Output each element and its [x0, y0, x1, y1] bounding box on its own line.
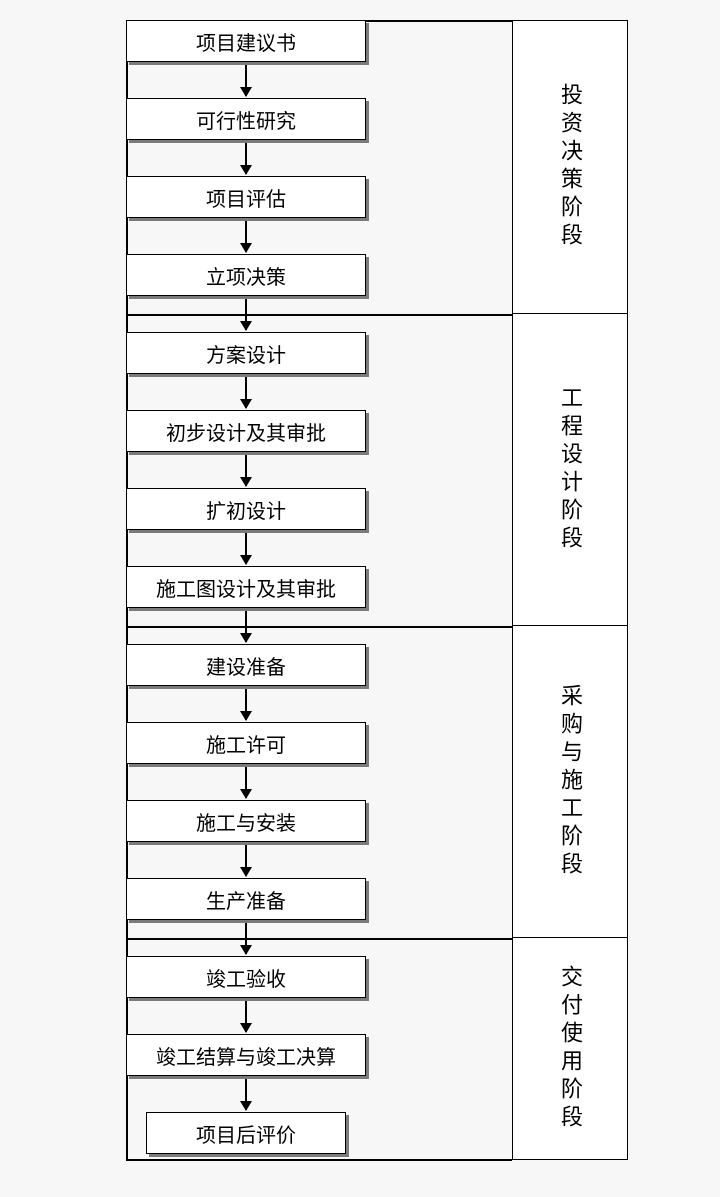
arrow-10 — [245, 845, 247, 876]
phase-sep-3 — [126, 938, 512, 940]
flow-node-label: 项目评估 — [206, 183, 286, 212]
flow-node-3: 立项决策 — [126, 254, 366, 296]
flow-node-label: 方案设计 — [206, 339, 286, 368]
arrow-12 — [245, 1001, 247, 1032]
phase-2: 采购与施工阶段 — [512, 626, 628, 938]
phase-sep-2 — [126, 626, 512, 628]
flow-node-label: 施工与安装 — [196, 807, 296, 836]
phase-label: 投资决策阶段 — [554, 83, 586, 251]
flow-node-11: 生产准备 — [126, 878, 366, 920]
flow-node-label: 生产准备 — [206, 885, 286, 914]
flow-node-label: 项目后评价 — [196, 1119, 296, 1148]
flow-node-0: 项目建议书 — [126, 20, 366, 62]
arrow-13 — [245, 1079, 247, 1110]
flow-node-14: 项目后评价 — [146, 1112, 346, 1154]
flow-node-8: 建设准备 — [126, 644, 366, 686]
flow-node-5: 初步设计及其审批 — [126, 410, 366, 452]
arrow-0 — [245, 65, 247, 96]
phase-label: 交付使用阶段 — [554, 965, 586, 1133]
arrow-4 — [245, 377, 247, 408]
flow-node-label: 竣工验收 — [206, 963, 286, 992]
arrow-9 — [245, 767, 247, 798]
arrow-8 — [245, 689, 247, 720]
flow-node-label: 项目建议书 — [196, 27, 296, 56]
phase-0: 投资决策阶段 — [512, 20, 628, 314]
arrow-7 — [245, 611, 247, 642]
flow-node-label: 立项决策 — [206, 261, 286, 290]
phase-label: 工程设计阶段 — [554, 386, 586, 554]
flowchart-canvas: 投资决策阶段工程设计阶段采购与施工阶段交付使用阶段 项目建议书可行性研究项目评估立… — [0, 0, 720, 1197]
phase-3: 交付使用阶段 — [512, 938, 628, 1160]
frame-bottom — [126, 1159, 512, 1161]
flow-node-label: 施工图设计及其审批 — [156, 573, 336, 602]
flow-node-label: 建设准备 — [206, 651, 286, 680]
flow-node-13: 竣工结算与竣工决算 — [126, 1034, 366, 1076]
flow-node-label: 可行性研究 — [196, 105, 296, 134]
flow-node-12: 竣工验收 — [126, 956, 366, 998]
flow-node-9: 施工许可 — [126, 722, 366, 764]
arrow-11 — [245, 923, 247, 954]
arrow-6 — [245, 533, 247, 564]
arrow-3 — [245, 299, 247, 330]
flow-node-label: 竣工结算与竣工决算 — [156, 1041, 336, 1070]
flow-node-label: 扩初设计 — [206, 495, 286, 524]
arrow-2 — [245, 221, 247, 252]
phase-1: 工程设计阶段 — [512, 314, 628, 626]
flow-node-6: 扩初设计 — [126, 488, 366, 530]
flow-node-1: 可行性研究 — [126, 98, 366, 140]
flow-node-7: 施工图设计及其审批 — [126, 566, 366, 608]
flow-node-10: 施工与安装 — [126, 800, 366, 842]
flow-node-label: 施工许可 — [206, 729, 286, 758]
arrow-1 — [245, 143, 247, 174]
flow-node-label: 初步设计及其审批 — [166, 417, 326, 446]
flow-node-4: 方案设计 — [126, 332, 366, 374]
flow-node-2: 项目评估 — [126, 176, 366, 218]
phase-sep-1 — [126, 314, 512, 316]
phase-label: 采购与施工阶段 — [554, 684, 586, 880]
arrow-5 — [245, 455, 247, 486]
